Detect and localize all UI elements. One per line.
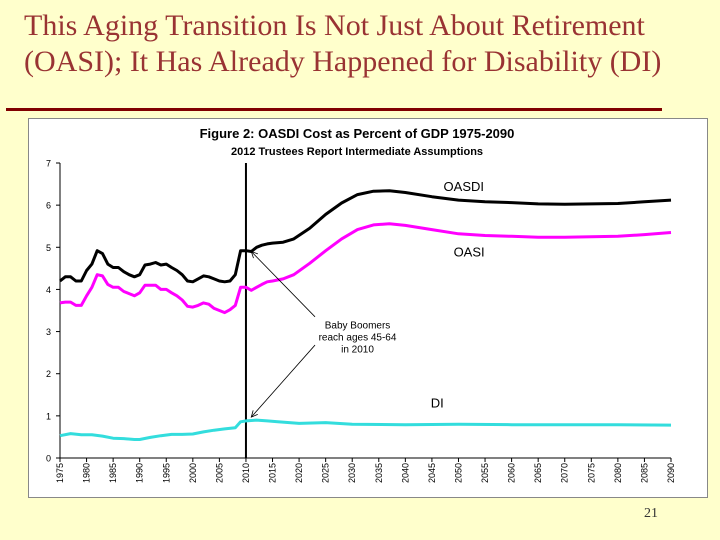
slide-title: This Aging Transition Is Not Just About …	[24, 8, 714, 80]
x-tick-label: 1985	[108, 463, 118, 483]
x-tick-label: 2005	[214, 463, 224, 483]
x-tick-label: 1975	[55, 463, 65, 483]
x-tick-label: 2035	[374, 463, 384, 483]
annotation-arrow-head	[250, 410, 258, 418]
chart-series	[59, 189, 672, 441]
x-tick-label: 1990	[135, 463, 145, 483]
series-label-di: DI	[431, 395, 444, 410]
y-tick-label: 4	[46, 285, 51, 295]
x-tick-label: 2065	[533, 463, 543, 483]
page-number: 21	[644, 506, 658, 521]
chart-series-labels: OASDI OASI DI	[431, 179, 485, 410]
x-tick-label: 2070	[560, 463, 570, 483]
x-tick-label: 2010	[241, 463, 251, 483]
annotation-text-line: reach ages 45-64	[319, 333, 397, 344]
oasdi-cost-chart: Figure 2: OASDI Cost as Percent of GDP 1…	[46, 126, 676, 484]
annotation-arrow-head	[250, 250, 258, 259]
x-tick-label: 2025	[321, 463, 331, 483]
chart-axes: 0 1 2 3 4 5 6 7 1975 1980 1985 1990 1995 2000 2005 2010…	[46, 159, 676, 484]
series-label-oasi: OASI	[454, 245, 485, 260]
x-tick-label: 2040	[400, 463, 410, 483]
annotation-text-line: Baby Boomers	[325, 321, 391, 332]
y-tick-label: 3	[46, 327, 51, 337]
slide-title-line-2: (OASI); It Has Already Happened for Disa…	[24, 45, 662, 78]
x-tick-label: 2085	[639, 463, 649, 483]
annotation-arrow-line	[250, 344, 316, 418]
x-tick-label: 2075	[586, 463, 596, 483]
x-tick-label: 2045	[427, 463, 437, 483]
y-tick-label: 5	[46, 243, 51, 253]
series-label-oasdi: OASDI	[444, 179, 484, 194]
x-tick-label: 2080	[613, 463, 623, 483]
y-tick-label: 6	[46, 201, 51, 211]
x-tick-label: 2000	[188, 463, 198, 483]
x-tick-label: 1995	[161, 463, 171, 483]
chart-panel: Figure 2: OASDI Cost as Percent of GDP 1…	[28, 118, 708, 498]
annotation-text-line: in 2010	[341, 345, 374, 356]
series-line-di	[59, 418, 672, 441]
x-tick-label: 2020	[294, 463, 304, 483]
x-tick-label: 2015	[268, 463, 278, 483]
x-tick-label: 2050	[453, 463, 463, 483]
slide-title-line-1: This Aging Transition Is Not Just About …	[24, 9, 645, 42]
y-tick-label: 2	[46, 369, 51, 379]
series-line-oasdi	[59, 189, 672, 284]
x-tick-label: 2030	[347, 463, 357, 483]
y-tick-label: 7	[46, 159, 51, 169]
x-tick-label: 2060	[507, 463, 517, 483]
title-underline	[6, 108, 662, 111]
y-tick-label: 0	[46, 454, 51, 464]
chart-title: Figure 2: OASDI Cost as Percent of GDP 1…	[200, 126, 515, 141]
y-tick-label: 1	[46, 411, 51, 421]
x-tick-label: 2055	[480, 463, 490, 483]
x-tick-label: 2090	[666, 463, 676, 483]
x-tick-label: 1980	[82, 463, 92, 483]
series-line-oasi	[59, 222, 672, 315]
chart-subtitle: 2012 Trustees Report Intermediate Assump…	[231, 146, 483, 158]
annotation-arrow-line	[250, 251, 316, 318]
